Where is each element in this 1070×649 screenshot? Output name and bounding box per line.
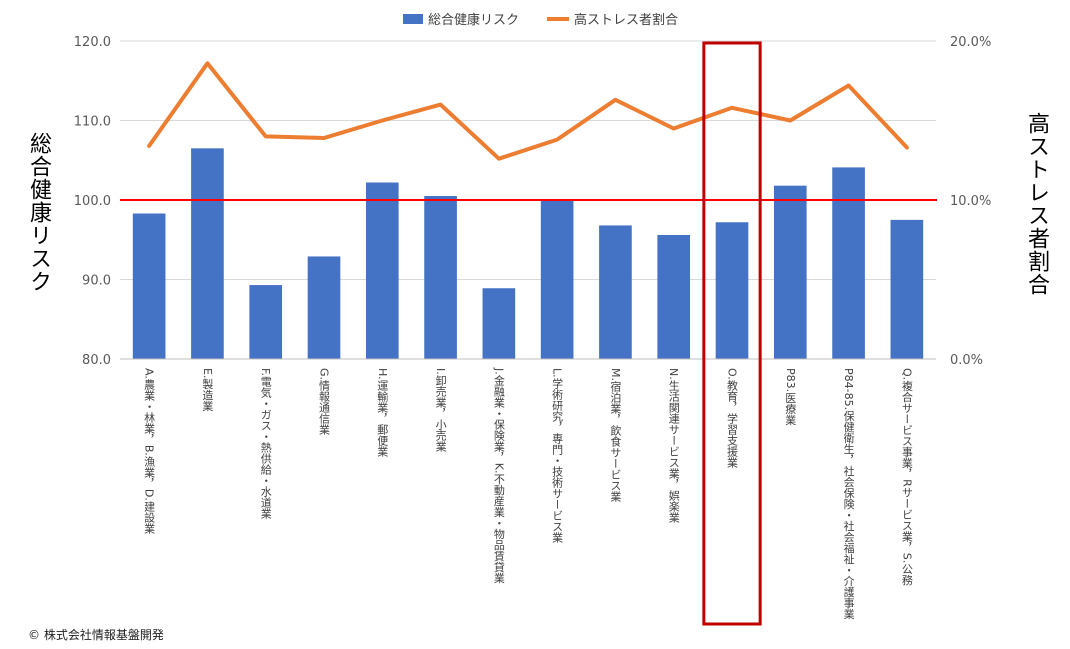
x-tick-label: L.学術研究，専門・技術サービス業 (551, 368, 564, 543)
bar (715, 222, 749, 359)
line-series (147, 61, 909, 161)
legend-label: 高ストレス者割合 (574, 12, 678, 28)
x-tick-label: Q.複合サービス事業，Rサービス業，S.公務 (900, 368, 913, 586)
x-tick-label: F.電気・ガス・熱供給・水道業 (259, 368, 272, 519)
bar (890, 219, 924, 359)
x-tick-label: E.製造業 (201, 368, 214, 411)
bar (424, 196, 457, 359)
y-right-tick-label: 0.0% (950, 353, 983, 368)
bar (832, 167, 865, 359)
x-tick-label: O.教育，学習支援業 (726, 368, 739, 468)
y-left-axis-title: 総合健康リスク (26, 132, 51, 293)
bar (599, 225, 632, 359)
x-tick-label: A.農業・林業，B.漁業，D.建設業 (143, 368, 156, 534)
bar (773, 185, 807, 359)
y-left-tick-label: 110.0 (74, 115, 111, 130)
bar (540, 200, 574, 359)
bar (191, 148, 224, 359)
x-tick-label: M.宿泊業，飲食サービス業 (609, 368, 622, 502)
y-left-tick-label: 100.0 (74, 194, 111, 209)
y-left-tick-label: 120.0 (74, 35, 111, 50)
x-tick-label: H.運輸業，郵便業 (376, 368, 389, 457)
x-tick-label: P84-85.保健衛生，社会保険・社会福祉・介護事業 (842, 368, 855, 619)
copyright-text: © 株式会社情報基盤開発 (28, 628, 164, 642)
x-tick-label: J.金融業・保険業，K.不動産業・物品賃貸業 (492, 367, 505, 583)
x-tick-label: I.卸売業，小売業 (434, 368, 447, 452)
bar (132, 213, 166, 359)
y-right-tick-label: 10.0% (950, 194, 991, 209)
y-right-axis-title: 高ストレス者割合 (1024, 112, 1049, 296)
y-right-tick-label: 20.0% (950, 35, 991, 50)
x-tick-label: N.生活関連サービス業，娯楽業 (667, 368, 680, 523)
bar (249, 285, 283, 359)
bar (307, 256, 341, 359)
legend-label: 総合健康リスク (428, 12, 519, 28)
bar (657, 234, 691, 359)
bar (365, 182, 399, 359)
bar (482, 288, 516, 359)
y-left-tick-label: 80.0 (82, 353, 111, 368)
y-left-tick-label: 90.0 (82, 274, 111, 289)
x-tick-label: G.情報通信業 (318, 368, 331, 435)
highlight-box (702, 41, 762, 626)
x-tick-label: P83.医療業 (784, 368, 797, 425)
legend-bar-swatch (403, 14, 423, 24)
